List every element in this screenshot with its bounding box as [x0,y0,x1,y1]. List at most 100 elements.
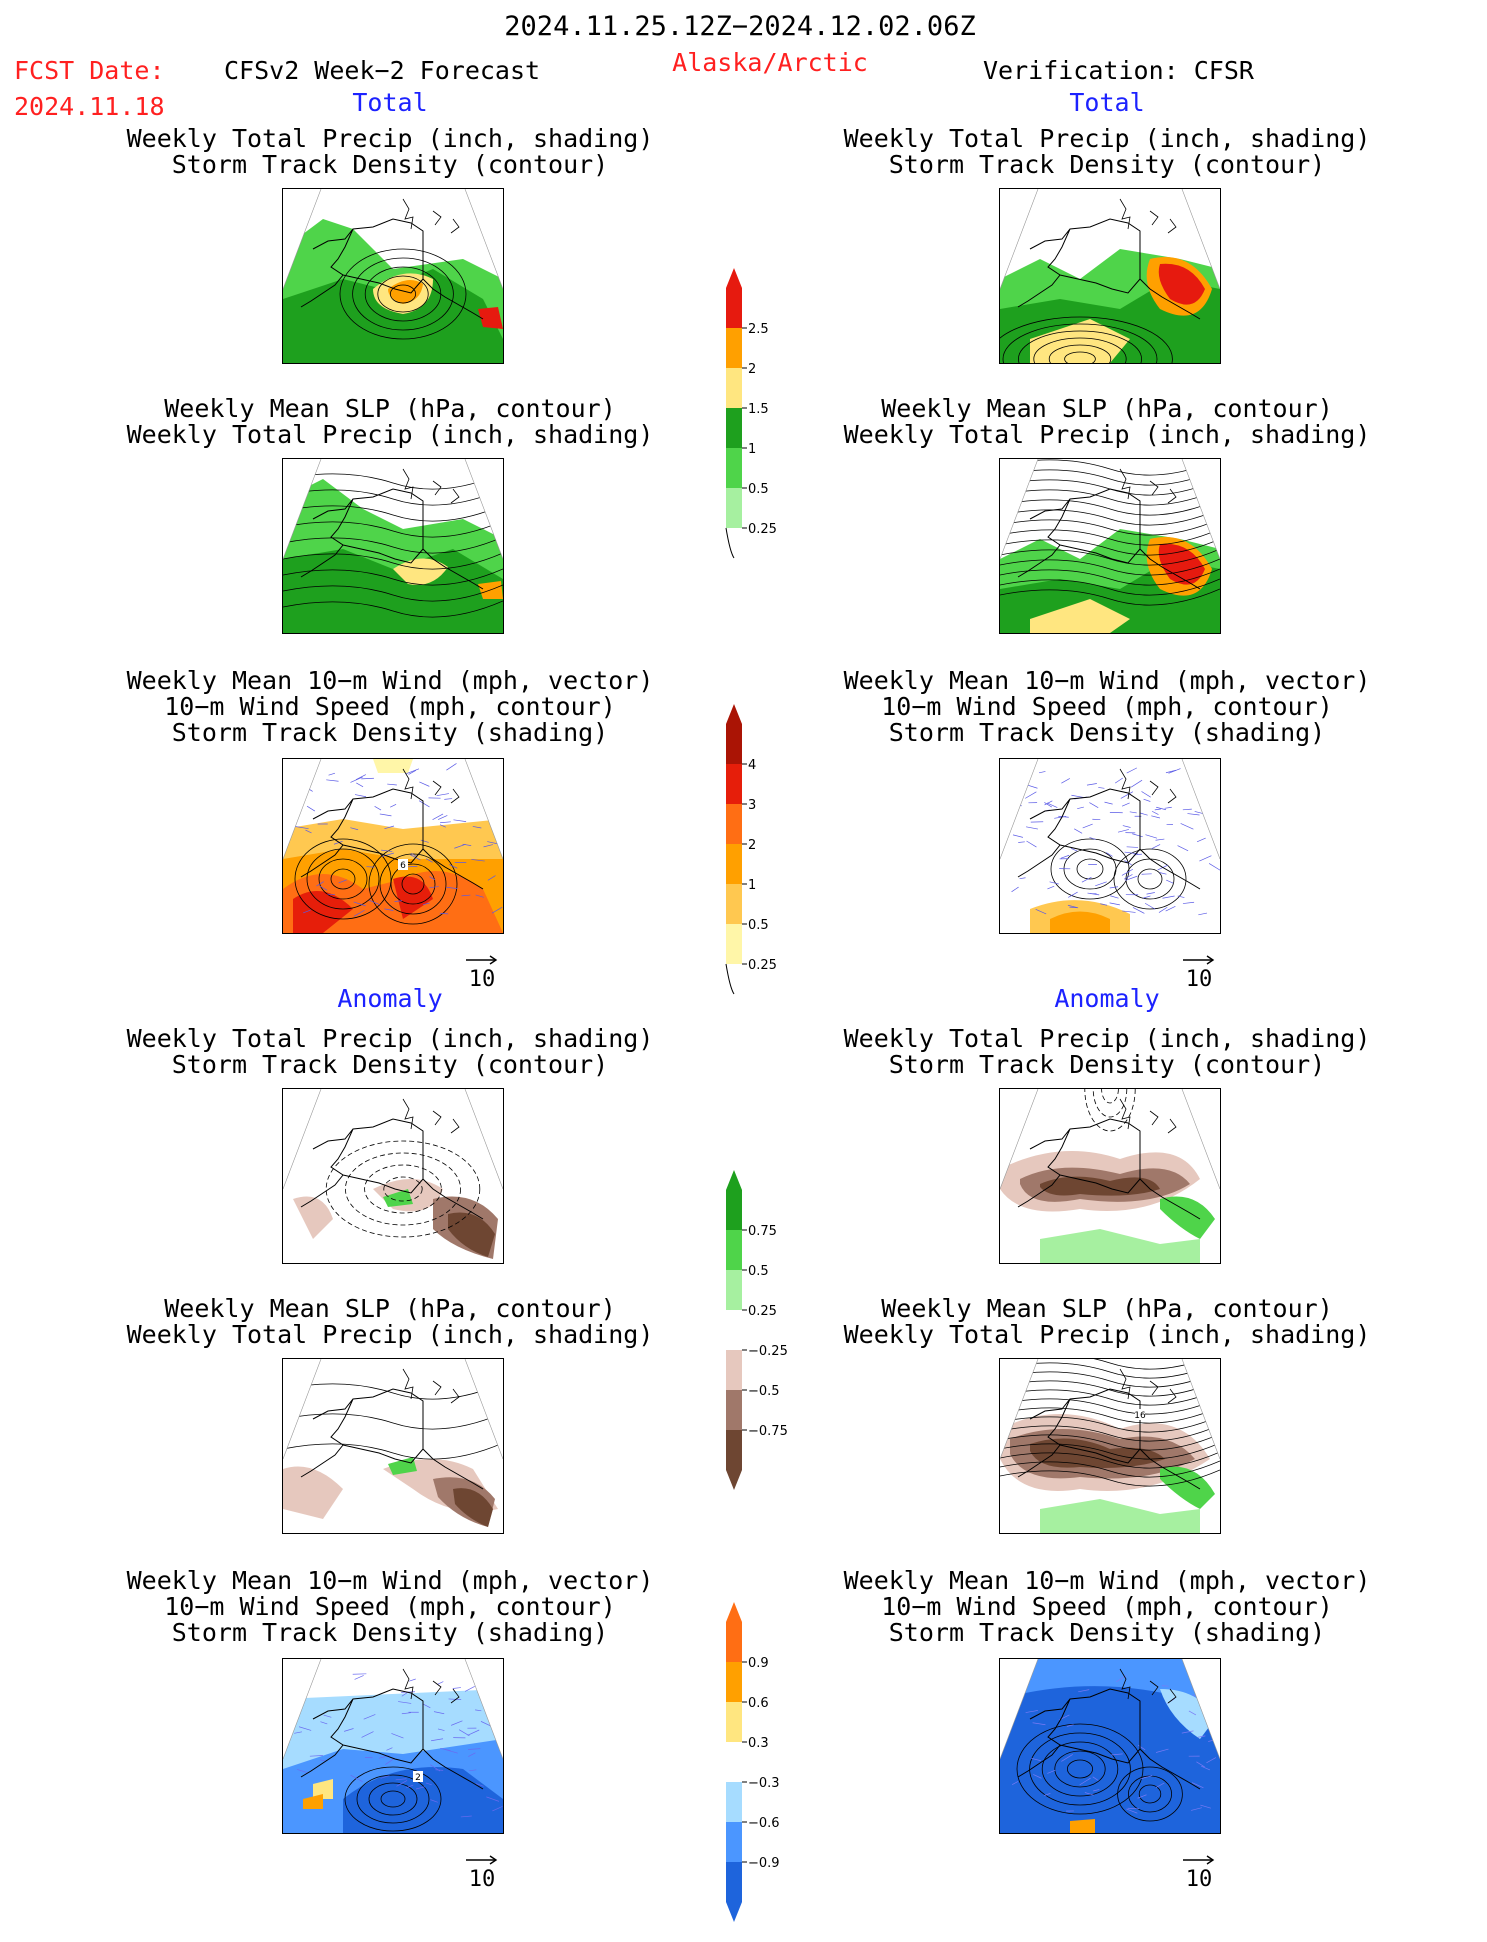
wind-vector [1178,846,1189,851]
shaded-region [293,1197,333,1240]
vector-reference-label: 10 [469,1867,496,1892]
wind-vector [1047,886,1054,889]
colorbar-tick-label: 0.5 [748,918,769,933]
colorbar-tick-label: 3 [748,798,756,813]
wind-vector [1210,1698,1220,1699]
panel-title-line: Weekly Mean SLP (hPa, contour) [90,1296,690,1322]
colorbar-segment [726,1822,742,1862]
map-svg: 2 [283,1659,503,1833]
wind-vector [1200,776,1210,783]
panel-title-line: Weekly Total Precip (inch, shading) [90,1322,690,1348]
panel-title-line: Storm Track Density (shading) [40,720,740,746]
shaded-region [1070,1819,1095,1833]
wind-vector [1127,847,1138,848]
wind-vector [1195,811,1205,814]
colorbar-cap-bottom [726,964,734,994]
model-title: CFSv2 Week−2 Forecast [224,58,540,84]
colorbar-segment [726,804,742,844]
contour-line [1085,1089,1135,1131]
contour-line [1102,1089,1119,1103]
contour-label: 6 [400,861,406,871]
colorbar-cap-bottom [726,528,734,558]
wind-vector [1083,824,1093,828]
colorbar-tick-label: −0.6 [748,1816,780,1831]
wind-vector [444,799,452,800]
wind-vector [1061,778,1069,783]
wind-vector [1013,835,1023,838]
panel-title-line: Storm Track Density (shading) [757,720,1457,746]
section-anomaly-right: Anomaly [1017,986,1197,1012]
coastline [1120,769,1176,803]
wind-vector [487,804,494,806]
wind-vector [1132,834,1142,837]
wind-vector [375,806,381,810]
map-svg [283,1089,503,1263]
colorbar-tick-label: 0.6 [748,1696,769,1711]
panel-title-line: Weekly Total Precip (inch, shading) [807,1322,1407,1348]
colorbar-tick-label: −0.9 [748,1856,780,1871]
colorbar-segment [726,1782,742,1822]
colorbar-svg: −0.75−0.5−0.250.250.50.75 [720,1170,790,1510]
domain-edge [283,1089,503,1189]
map-svg: 6 [283,759,503,933]
colorbar-segment [726,288,742,328]
vector-reference: 10 [462,1850,502,1894]
map-svg [1000,1089,1220,1263]
isobar [1000,479,1220,495]
contour-line [1064,849,1116,889]
wind-vector [1151,844,1160,848]
colorbar-cap-top [726,268,742,288]
panel-title-line: Weekly Total Precip (inch, shading) [807,1026,1407,1052]
wind-vector [294,779,301,783]
verification-title: Verification: CFSR [983,58,1254,84]
panel-title-line: Weekly Total Precip (inch, shading) [90,1026,690,1052]
colorbar-tick-label: 0.5 [748,482,769,497]
isobar [1000,1362,1220,1378]
panel-title-line: Storm Track Density (shading) [40,1620,740,1646]
wind-vector [1165,807,1172,808]
colorbar-segment [726,1190,742,1230]
wind-vector [409,1679,416,1681]
coastline [403,199,459,233]
wind-vector [1140,813,1148,815]
wind-vector [387,784,397,785]
vector-reference: 10 [462,950,502,994]
wind-vector [1115,778,1123,783]
wind-vector [433,814,444,820]
fcst-date-label: FCST Date: [14,58,165,84]
colorbar-tick-label: 1.5 [748,402,769,417]
panel-title-line: Weekly Total Precip (inch, shading) [90,126,690,152]
wind-vector [419,782,429,786]
fcst-date-value: 2024.11.18 [14,94,165,120]
wind-vector [1142,791,1151,797]
wind-vector [1131,780,1142,787]
wind-vector [1156,839,1165,840]
wind-vector [329,773,335,775]
wind-vector [356,783,363,787]
colorbar-segment [726,488,742,528]
map-svg [1000,759,1220,933]
wind-vector [390,804,396,807]
colorbar-svg: 0.250.511.522.5 [720,268,790,568]
panel-title-line: Weekly Mean SLP (hPa, contour) [807,396,1407,422]
wind-vector [491,783,502,788]
wind-vector [1130,812,1137,813]
map-panel-fcst-total-wind-storm: 6 [282,758,504,934]
map-panel-cfsr-total-slp-precip [999,458,1221,634]
panel-title-line: Weekly Total Precip (inch, shading) [807,422,1407,448]
wind-vector [1123,826,1131,828]
wind-vector [1026,841,1036,847]
wind-vector [1166,880,1173,883]
colorbar-cap-top [726,1170,742,1190]
wind-vector [1018,842,1025,843]
wind-vector [1155,809,1161,810]
wind-vector [446,763,456,770]
wind-vector [1110,887,1118,888]
isobar [283,1383,503,1399]
wind-vector [1144,799,1151,801]
wind-vector [1192,770,1200,773]
colorbar-segment [726,1390,742,1430]
isobar [1000,519,1220,535]
